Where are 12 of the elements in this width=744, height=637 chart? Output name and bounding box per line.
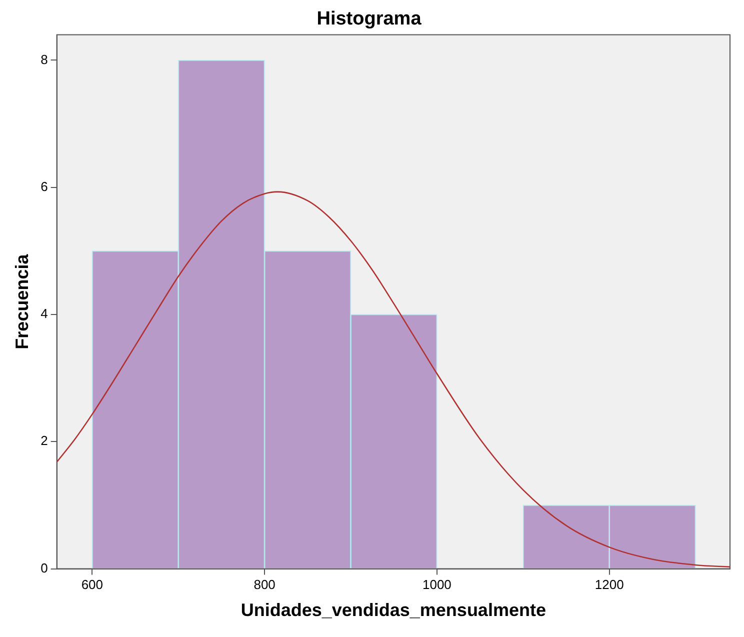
x-tick-label: 600 [81,577,104,592]
y-tick-label: 6 [40,178,48,194]
x-axis-title: Unidades_vendidas_mensualmente [240,600,546,620]
y-tick-label: 4 [40,306,48,322]
y-tick-label: 2 [40,433,48,448]
chart-title: Histograma [316,8,422,30]
x-tick-label: 1000 [422,577,452,592]
y-axis-title: Frecuencia [12,253,32,350]
y-tick-label: 8 [40,52,48,67]
x-tick-label: 800 [254,577,276,592]
x-tick-label: 1200 [594,577,624,592]
y-tick-label: 0 [40,560,48,576]
